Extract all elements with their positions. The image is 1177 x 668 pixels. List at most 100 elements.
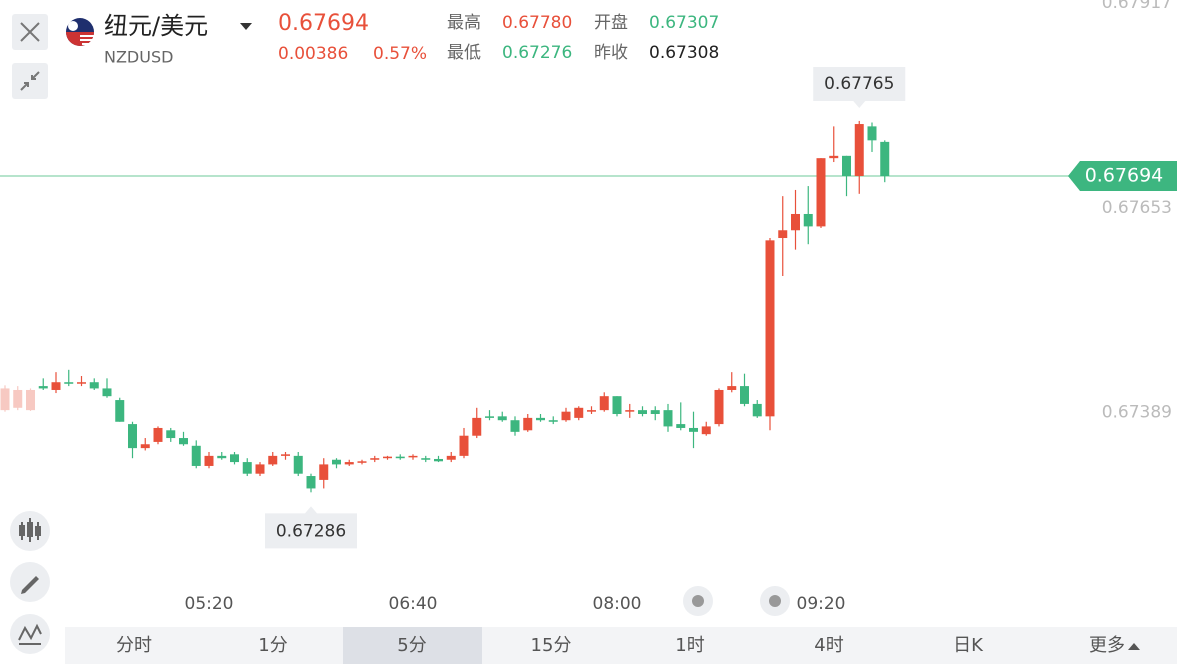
candle [64,369,74,387]
prev-close-label: 昨收 [594,43,628,63]
candle-body [319,464,329,480]
candle-body [13,389,23,408]
candle-body [268,455,278,465]
candle [128,421,137,459]
indicator-button[interactable] [10,614,50,654]
candle [587,406,596,415]
x-tick-label: 06:40 [389,594,438,614]
candle-body [434,458,443,462]
candle [829,126,839,163]
candle-body [191,445,201,466]
marker-dot-inner [769,595,781,607]
candle-body [51,382,61,390]
tab[interactable]: 分时 [116,635,152,656]
last-price: 0.67694 [278,11,369,36]
tab[interactable]: 4时 [814,635,843,656]
pair-name: 纽元/美元 [104,12,208,40]
tab[interactable]: 5分 [397,635,426,656]
marker-dot-inner [692,595,704,607]
candle [765,238,775,431]
candle-body [370,458,380,460]
candle-body [548,420,558,422]
candle [255,462,265,477]
candle [676,402,686,431]
candle [791,189,800,250]
candle-body [306,476,316,489]
candle-body [115,400,125,422]
candle-body [791,213,800,231]
candle [638,406,647,417]
candle-body [140,444,150,449]
candle [650,406,660,421]
candle [740,373,749,407]
low-value: 0.67276 [502,43,572,63]
close-button[interactable] [12,14,48,50]
pair-dropdown[interactable] [240,23,252,30]
candle-body [612,396,622,415]
candle [510,416,520,436]
candle [663,403,673,432]
candle [472,407,482,439]
collapse-button[interactable] [12,63,48,99]
candle-body [332,459,341,465]
candle [344,459,354,466]
tab[interactable]: 日K [953,635,984,656]
candle-body [689,427,698,432]
tab[interactable]: 15分 [531,635,572,656]
candle [191,440,201,469]
candle [383,455,392,460]
candle [854,120,864,194]
candle [51,372,61,394]
candle-body [561,411,571,421]
y-tick-label: 0.67653 [1102,198,1172,218]
candle-body [536,417,545,421]
tab[interactable]: 更多 [1089,635,1125,656]
candle [816,158,826,228]
candle-body [485,416,494,418]
x-tick-label: 09:20 [797,594,846,614]
candle [242,458,252,477]
candle [803,186,813,245]
candle-body [676,424,686,428]
candle-body [650,410,660,415]
candle [370,455,380,463]
candle-body [599,396,609,411]
candle [612,396,622,417]
candle-body [421,458,431,460]
candle [268,451,278,466]
candle-body [179,438,188,445]
candle [727,372,737,393]
candle [485,410,494,421]
candle [230,451,239,465]
candle-body [778,230,788,239]
tab[interactable]: 1时 [675,635,704,656]
tab[interactable]: 1分 [258,635,287,656]
pair-code: NZDUSD [104,48,173,67]
candle-body [803,213,813,227]
chart-type-button[interactable] [10,511,50,551]
candle [574,406,584,421]
candle [281,451,290,460]
draw-button[interactable] [10,562,50,602]
candle [548,416,558,425]
candle-body [854,124,864,176]
tab-more-arrow [1128,643,1140,650]
candle-body [26,389,35,411]
candle-body [829,155,839,159]
candle-body [217,455,227,459]
candle [446,451,456,463]
candle-body [166,430,176,439]
low-label: 最低 [447,43,481,63]
candle [434,455,443,463]
candle-body [867,126,877,141]
tab-bar [65,627,1177,664]
open-value: 0.67307 [649,13,719,33]
x-tick-label: 05:20 [185,594,234,614]
candle-body [128,424,137,449]
candle [102,378,112,398]
candle-body [0,388,10,411]
candle-body [395,456,405,459]
high-callout [813,66,906,108]
candle [319,458,329,489]
